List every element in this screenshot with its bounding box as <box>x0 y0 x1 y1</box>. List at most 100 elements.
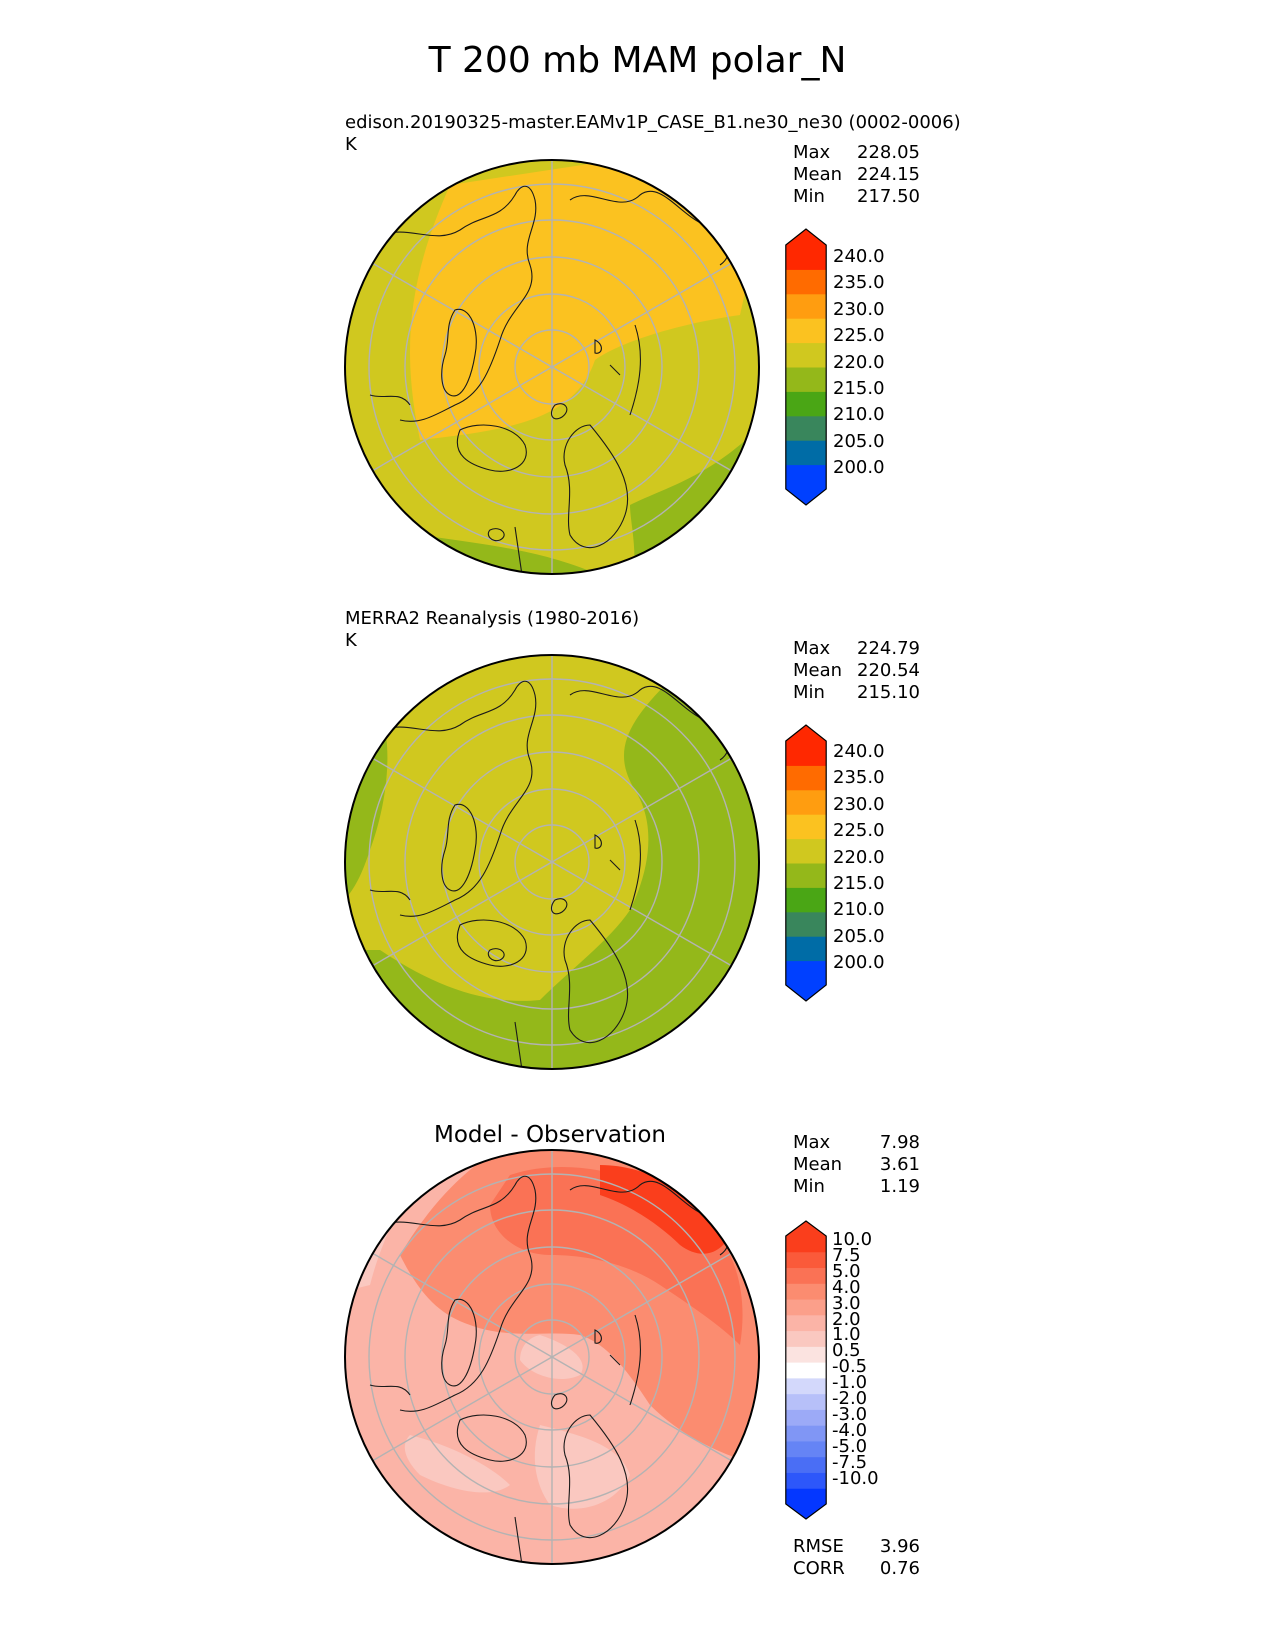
colorbar-bin <box>785 1330 827 1347</box>
colorbar-extend-max <box>785 1221 827 1236</box>
colorbar-extend-min <box>785 1504 827 1519</box>
metric-label: CORR <box>793 1558 845 1579</box>
test-panel-title: edison.20190325-master.EAMv1P_CASE_B1.ne… <box>345 112 961 133</box>
stat-value: 217.50 <box>857 186 920 207</box>
colorbar-bin <box>785 1236 827 1253</box>
colorbar-bin <box>785 1314 827 1332</box>
diff-colorbar-tick: -5.0 <box>832 1435 868 1457</box>
test-stats: Max 228.05 Mean 224.15 Min 217.50 <box>793 142 920 208</box>
colorbar-bin <box>785 1377 827 1395</box>
test-colorbar <box>785 228 827 506</box>
colorbar-bin <box>785 1409 827 1426</box>
metric-value: 3.96 <box>879 1536 920 1557</box>
metric-label: RMSE <box>793 1536 844 1557</box>
test-polar-map <box>344 159 760 575</box>
test-colorbar-tick: 230.0 <box>833 298 885 320</box>
field-cool-region <box>345 710 388 910</box>
test-colorbar-tick: 235.0 <box>833 272 885 294</box>
stat-value: 3.61 <box>879 1154 920 1175</box>
diff-metrics: RMSE 3.96 CORR 0.76 <box>793 1536 920 1580</box>
colorbar-bin <box>785 342 827 368</box>
diff-polar-map <box>344 1149 760 1565</box>
colorbar-bin <box>785 1299 827 1316</box>
stat-value: 224.79 <box>857 638 920 659</box>
test-colorbar-tick: 225.0 <box>833 325 885 347</box>
colorbar-extend-min <box>785 489 827 505</box>
graticule <box>359 655 745 1069</box>
diff-colorbar-tick: -1.0 <box>832 1372 868 1394</box>
map-boundary <box>344 654 760 1070</box>
test-panel-units: K <box>345 134 357 155</box>
colorbar-bins <box>785 229 827 505</box>
colorbar-bin <box>785 863 827 888</box>
stat-label: Mean <box>793 164 843 185</box>
stat-label: Max <box>793 1132 831 1153</box>
colorbar-bin <box>785 293 827 319</box>
colorbar-bin <box>785 960 827 986</box>
test-colorbar-tick: 220.0 <box>833 351 885 373</box>
test-colorbar-tick: 200.0 <box>833 457 885 479</box>
diff-colorbar-tick: -0.5 <box>832 1356 868 1378</box>
field-min-region <box>534 1425 630 1509</box>
diff-colorbar-tick: 7.5 <box>832 1244 861 1266</box>
colorbar-extend-min <box>785 985 827 1001</box>
colorbar-extend-max <box>785 229 827 245</box>
stat-label: Max <box>793 638 831 659</box>
stat-label: Min <box>793 186 825 207</box>
stat-value: 215.10 <box>857 682 920 703</box>
ref-colorbar-tick: 225.0 <box>833 820 885 842</box>
colorbar-outline <box>785 228 827 506</box>
stat-value: 7.98 <box>879 1132 920 1153</box>
map-boundary <box>344 159 760 575</box>
colorbar-bin <box>785 1488 827 1505</box>
stat-value: 224.15 <box>857 164 920 185</box>
stat-label: Min <box>793 1176 825 1197</box>
diff-colorbar-tick: -2.0 <box>832 1388 868 1409</box>
colorbar-bin <box>785 245 827 270</box>
colorbar-bin <box>785 1362 827 1379</box>
colorbar-bin <box>785 814 827 840</box>
field-cool-region <box>345 655 759 1069</box>
ref-colorbar-tick: 220.0 <box>833 846 885 868</box>
stat-label: Mean <box>793 1154 843 1175</box>
colorbar-bin <box>785 838 827 864</box>
field-min-region <box>404 1435 510 1493</box>
colorbar-bin <box>785 1456 827 1473</box>
colorbar-bin <box>785 318 827 344</box>
stat-label: Max <box>793 142 831 163</box>
ref-colorbar-tick: 240.0 <box>833 741 885 762</box>
colorbar-bin <box>785 1425 827 1442</box>
colorbar-bins <box>785 1221 827 1519</box>
figure-title: T 200 mb MAM polar_N <box>428 40 847 81</box>
stat-label: Min <box>793 682 825 703</box>
ref-colorbar-tick: 230.0 <box>833 793 885 815</box>
colorbar-bin <box>785 1346 827 1363</box>
colorbar-outline <box>785 1220 827 1520</box>
colorbar-bin <box>785 1251 827 1269</box>
colorbar-bin <box>785 1267 827 1284</box>
colorbar-bin <box>785 464 827 490</box>
colorbar-bin <box>785 391 827 417</box>
test-colorbar-tick: 205.0 <box>833 430 885 452</box>
test-colorbar-tick: 215.0 <box>833 378 885 399</box>
ref-colorbar-tick: 235.0 <box>833 767 885 789</box>
field-cool-region <box>420 535 600 574</box>
colorbar-bin <box>785 415 827 441</box>
colorbar-bin <box>785 741 827 766</box>
diff-colorbar-tick: 4.0 <box>832 1276 861 1298</box>
diff-colorbar-tick: -3.0 <box>832 1403 868 1425</box>
ref-panel-units: K <box>345 630 357 651</box>
stat-label: Mean <box>793 660 843 681</box>
colorbar-bin <box>785 1472 827 1489</box>
diff-colorbar-tick: 2.0 <box>832 1308 861 1330</box>
colorbar-bin <box>785 887 827 913</box>
colorbar-bin <box>785 1440 827 1458</box>
ref-colorbar <box>785 724 827 1002</box>
ref-polar-map <box>344 654 760 1070</box>
stat-value: 220.54 <box>857 660 920 681</box>
test-colorbar-tick: 210.0 <box>833 404 885 426</box>
colorbar-bin <box>785 789 827 815</box>
colorbar-extend-max <box>785 725 827 741</box>
diff-colorbar-tick: 0.5 <box>832 1340 861 1362</box>
diff-colorbar-tick: 10.0 <box>832 1229 873 1250</box>
